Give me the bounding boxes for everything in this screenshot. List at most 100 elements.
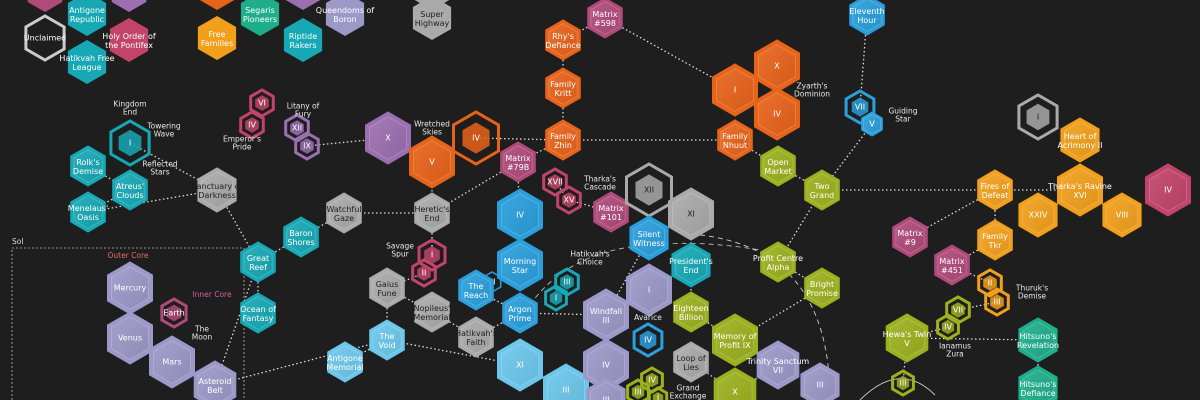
- sector-litany_ix[interactable]: IX: [294, 131, 320, 161]
- sector-sanctuary[interactable]: Sanctuary of Darkness: [192, 167, 243, 213]
- sector-tharkas_xvii[interactable]: XVII: [542, 167, 568, 197]
- sector-matrix101[interactable]: Matrix #101: [593, 191, 629, 233]
- sector-lighthouse[interactable]: Eighteen Billion: [673, 291, 709, 333]
- sector-hex-inner-eleventh: [852, 0, 882, 32]
- sector-savage_i[interactable]: I: [417, 238, 447, 272]
- sector-presidentsend[interactable]: President's End: [669, 242, 713, 288]
- sector-label-sanctuary: Sanctuary of Darkness: [192, 182, 243, 200]
- sector-tharkas_xv[interactable]: XV: [556, 185, 582, 215]
- sector-emperor_iv[interactable]: IV: [239, 110, 265, 140]
- sector-openmarket[interactable]: Open Market: [760, 145, 796, 187]
- sector-mars[interactable]: Mars: [149, 335, 195, 389]
- sector-viii[interactable]: VIII: [1102, 192, 1142, 238]
- sector-ge_iii[interactable]: III: [626, 378, 650, 400]
- sector-matrix598[interactable]: Matrix #598: [587, 0, 623, 39]
- sector-blue_iii[interactable]: III: [543, 363, 589, 400]
- sector-heart[interactable]: Heart of Acrimony II: [1058, 117, 1103, 163]
- sector-wretched_x[interactable]: X: [365, 111, 411, 165]
- sector-familykritt[interactable]: Family Kritt: [545, 67, 581, 109]
- sector-xxiv[interactable]: XXIV: [1018, 192, 1058, 238]
- sector-ge_i[interactable]: I: [647, 386, 669, 400]
- sector-heretic_i[interactable]: I: [1017, 93, 1059, 141]
- sector-lime_x[interactable]: X: [713, 367, 757, 400]
- sector-silentwitness[interactable]: Silent Witness: [629, 215, 669, 261]
- sector-profitalpha[interactable]: Profit Centre Alpha: [753, 241, 803, 283]
- sector-nopileus[interactable]: Nopileus' Memorial: [413, 291, 451, 333]
- sector-gaiusfune[interactable]: Gaius Fune: [369, 267, 405, 309]
- sector-hex-inner-nopileus: [417, 295, 447, 329]
- sector-emperor_vi[interactable]: VI: [249, 88, 275, 118]
- sector-rolks[interactable]: Rolk's Demise: [70, 145, 106, 187]
- sector-hex-inner-zyarth_iv: [758, 92, 796, 136]
- sector-hitsunos_def[interactable]: Hitsuno's Defiance: [1018, 365, 1058, 400]
- sector-lime_iv[interactable]: IV: [936, 313, 960, 341]
- sector-guiding_v[interactable]: V: [861, 111, 883, 137]
- gate-link-litany_ix-wretched_x: [306, 137, 389, 147]
- sector-venus[interactable]: Venus: [107, 311, 153, 365]
- sector-zyarth_i[interactable]: I: [712, 63, 758, 117]
- sector-loopoflies[interactable]: Loop of Lies: [673, 341, 709, 383]
- sector-greatreef[interactable]: Great Reef: [240, 241, 276, 283]
- sector-menelaus[interactable]: Menelaus' Oasis: [68, 191, 108, 233]
- sector-oceanfantasy[interactable]: Ocean of Fantasy: [240, 292, 276, 334]
- sector-blue_iv[interactable]: IV: [497, 188, 543, 242]
- sector-earth[interactable]: Earth: [160, 297, 188, 329]
- sector-rhys[interactable]: Rhy's Defiance: [545, 19, 581, 61]
- sector-matrix9[interactable]: Matrix #9: [892, 216, 928, 258]
- sector-grey_xi[interactable]: XI: [668, 187, 714, 241]
- sector-lav_iii[interactable]: III: [586, 377, 626, 400]
- sector-hex-inner-brightpromise: [807, 271, 837, 305]
- sector-hex-inner-openmarket: [763, 149, 793, 183]
- sector-lav_i[interactable]: I: [626, 263, 672, 317]
- sector-ring-kingdom_hex: [109, 119, 151, 167]
- sector-tharkas_ravine[interactable]: Tharka's Ravine XVI: [1047, 163, 1112, 217]
- sector-familynhuut[interactable]: Family Nhuut: [717, 119, 753, 161]
- sector-antigonememorial[interactable]: Antigone Memorial: [326, 341, 364, 383]
- sector-avarice_iv[interactable]: IV: [632, 322, 664, 358]
- sector-asteroidbelt[interactable]: Asteroid Belt: [193, 360, 237, 400]
- sector-familytkr[interactable]: Family Tkr: [977, 219, 1013, 261]
- sector-argonprime[interactable]: Argon Prime: [502, 292, 538, 334]
- sector-matrix451[interactable]: Matrix #451: [934, 244, 970, 286]
- sector-trinity_iii[interactable]: III: [800, 362, 840, 400]
- sector-guiding_vii[interactable]: VII: [844, 89, 876, 125]
- sector-windfall[interactable]: Windfall III: [583, 288, 629, 342]
- sector-hewas_iii[interactable]: III: [891, 369, 915, 397]
- sector-thevoid[interactable]: The Void: [369, 319, 405, 361]
- sector-label-heretic_i: I: [1037, 113, 1039, 122]
- sector-choice_i[interactable]: I: [544, 284, 568, 312]
- sector-mercury[interactable]: Mercury: [107, 261, 153, 315]
- sector-morningstar[interactable]: Morning Star: [497, 238, 543, 292]
- sector-hewas[interactable]: Hewa's Twin V: [883, 313, 932, 363]
- sector-grey_xii[interactable]: XII: [625, 162, 673, 218]
- sector-hatikvahsfaith[interactable]: Hatikvah's Faith: [455, 316, 497, 358]
- sector-blue_xi[interactable]: XI: [497, 338, 543, 392]
- sector-memoryprofit[interactable]: Memory of Profit IX: [712, 313, 758, 367]
- sector-kingdom_hex[interactable]: I: [109, 119, 151, 167]
- sector-trinity[interactable]: Trinity Sanctum VII: [746, 340, 810, 390]
- sector-wretched_v[interactable]: V: [409, 135, 455, 189]
- sector-thereach[interactable]: The Reach: [458, 269, 494, 311]
- sector-hitsunos_rev[interactable]: Hitsuno's Revelation: [1017, 317, 1059, 363]
- sector-zyarth_iv[interactable]: IV: [754, 87, 800, 141]
- sector-firesdefeat[interactable]: Fires of Defeat: [977, 169, 1013, 211]
- sector-ring-lime_iv: [936, 313, 960, 341]
- sector-thuruks_ii[interactable]: II: [977, 268, 1003, 298]
- sector-wretched_iv[interactable]: IV: [452, 110, 500, 166]
- sector-thuruks_iii[interactable]: III: [984, 287, 1010, 317]
- sector-twogrand[interactable]: Two Grand: [804, 169, 840, 211]
- sector-label-thuruks_iii: III: [993, 298, 1000, 307]
- sector-hex-inner-blue_xi: [501, 343, 539, 387]
- sector-watchful[interactable]: Watchful Gaze: [326, 192, 362, 234]
- sector-familyzhin[interactable]: Family Zhin: [545, 119, 581, 161]
- sector-heretics[interactable]: Heretic's End: [414, 192, 450, 234]
- sector-matrix79b[interactable]: Matrix #79B: [500, 141, 536, 183]
- sector-atreus[interactable]: Atreus' Clouds: [112, 169, 148, 211]
- sector-baron[interactable]: Baron Shores: [283, 216, 319, 258]
- sector-core-tharkas_xv: [562, 192, 576, 208]
- sector-savage_ii[interactable]: II: [411, 258, 437, 288]
- sector-eleventh[interactable]: Eleventh Hour: [849, 0, 885, 36]
- sector-zyarth_x[interactable]: X: [754, 39, 800, 93]
- sector-red_iv[interactable]: IV: [1145, 163, 1191, 217]
- sector-brightpromise[interactable]: Bright Promise: [804, 267, 840, 309]
